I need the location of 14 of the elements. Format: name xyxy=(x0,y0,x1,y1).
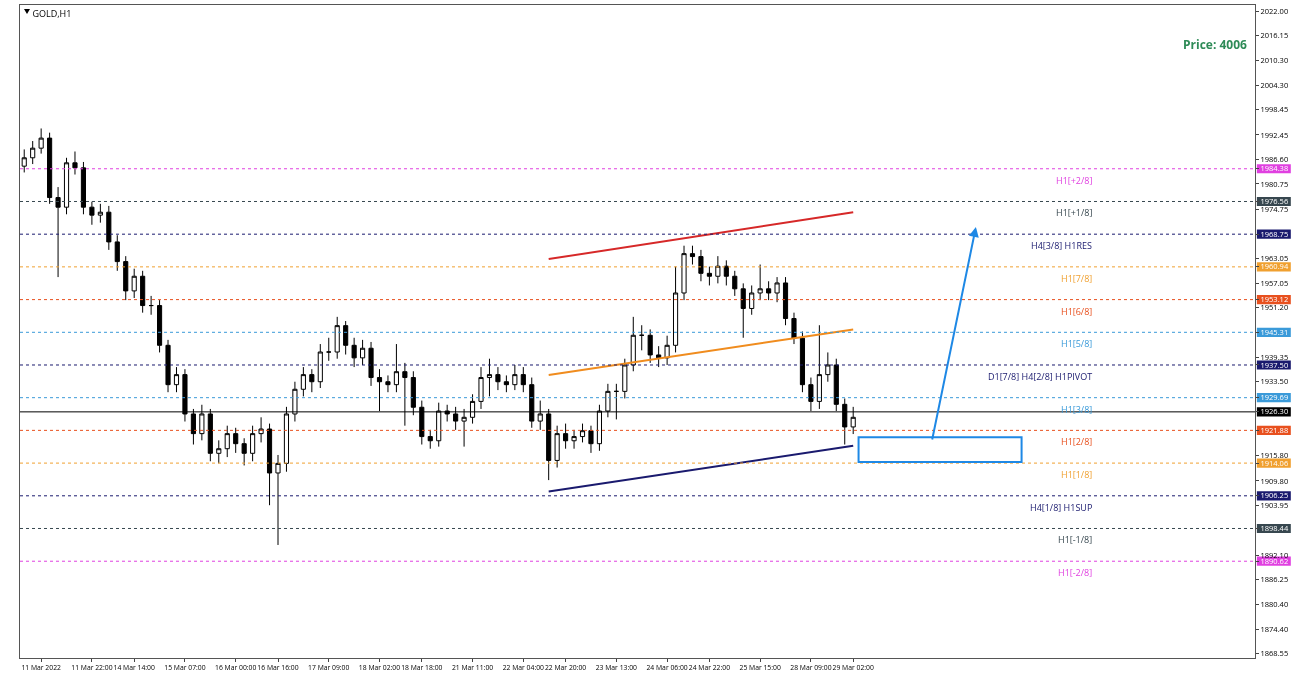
chart-title: GOLD,H1 xyxy=(32,6,72,20)
ref-line-label: H1[1/8] xyxy=(1061,468,1093,481)
ref-line-label: H1[7/8] xyxy=(1061,272,1093,285)
ref-line-label: H1[6/8] xyxy=(1061,305,1093,318)
ref-line-label: H1[-2/8] xyxy=(1058,566,1093,579)
ref-line-label: H4[3/8] H1RES xyxy=(1031,239,1092,252)
ref-line-label: H1[+1/8] xyxy=(1056,206,1093,219)
ref-line-label: D1[7/8] H4[2/8] H1PIVOT xyxy=(988,370,1093,383)
annotation: Price: 4006 xyxy=(1183,36,1248,53)
ref-line-label: H1[2/8] xyxy=(1061,435,1093,448)
ref-line-label: H4[1/8] H1SUP xyxy=(1030,501,1093,514)
ref-line-label: H1[5/8] xyxy=(1061,337,1093,350)
ref-line-label: H1[+2/8] xyxy=(1056,174,1093,187)
ref-line-label: H1[-1/8] xyxy=(1058,533,1093,546)
